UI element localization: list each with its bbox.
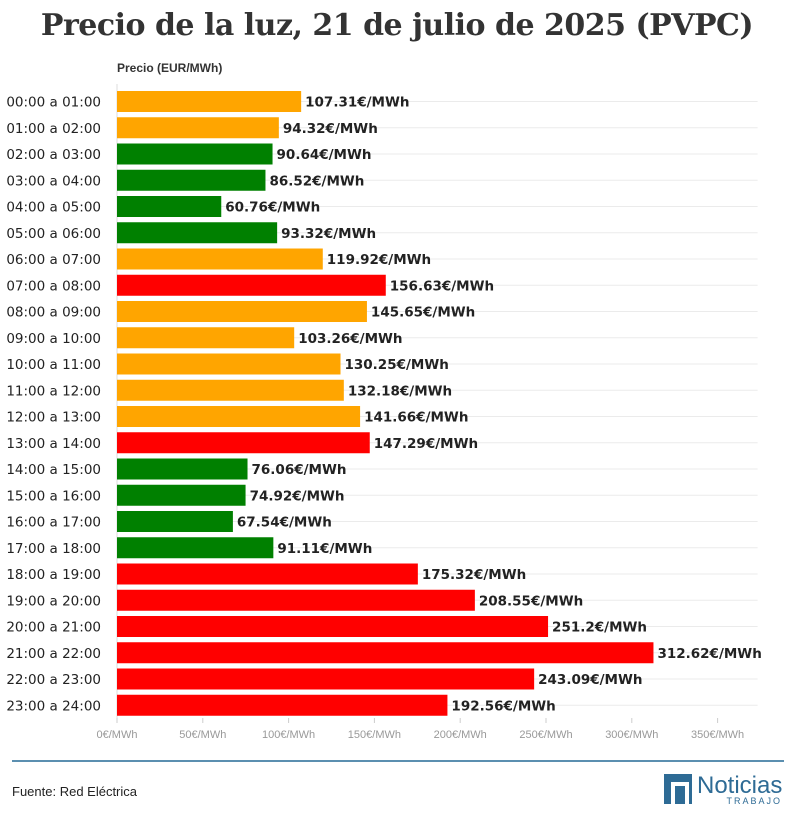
bar [117,458,248,480]
category-label: 04:00 a 05:00 [6,200,101,216]
value-label: 243.09€/MWh [538,672,642,688]
bar [117,537,274,559]
value-label: 91.11€/MWh [277,541,372,557]
logo-subtitle: TRABAJO [726,796,782,806]
value-label: 141.66€/MWh [364,410,468,426]
category-label: 03:00 a 04:00 [6,173,101,189]
bar [117,196,222,217]
category-label: 22:00 a 23:00 [6,672,101,688]
bar [117,327,295,349]
value-label: 90.64€/MWh [277,147,372,163]
x-axis-ticks: 0€/MWh 50€/MWh 100€/MWh 150€/MWh 200€/MWh 250… [97,718,744,741]
value-label: 132.18€/MWh [348,383,452,399]
category-label: 13:00 a 14:00 [6,436,101,452]
category-label: 06:00 a 07:00 [6,252,101,268]
bar [117,353,341,375]
bar [117,668,535,690]
bar [117,222,278,244]
category-label: 14:00 a 15:00 [6,462,101,478]
category-label: 08:00 a 09:00 [6,305,101,321]
logo-n-icon [664,774,692,808]
category-label: 11:00 a 12:00 [6,383,101,399]
value-labels: 107.31€/MWh 94.32€/MWh 90.64€/MWh 86.52€/MW… [225,95,762,715]
category-label: 01:00 a 02:00 [6,121,101,137]
bar-chart: 00:00 a 01:00 01:00 a 02:00 02:00 a 03:00 0… [6,84,762,741]
bar [117,117,279,139]
value-label: 103.26€/MWh [298,331,402,347]
x-tick-label: 250€/MWh [519,729,572,741]
category-label: 19:00 a 20:00 [6,593,101,609]
logo-name: Noticias [697,772,783,799]
category-label: 09:00 a 10:00 [6,331,101,347]
bar [117,484,246,506]
category-label: 00:00 a 01:00 [6,95,101,111]
category-label: 07:00 a 08:00 [6,278,101,294]
category-label: 23:00 a 24:00 [6,698,101,714]
source-note: Fuente: Red Eléctrica [12,784,138,799]
value-label: 192.56€/MWh [451,698,555,714]
brand-logo: Noticias TRABAJO [664,772,786,808]
value-label: 175.32€/MWh [422,567,526,583]
bar [117,379,344,401]
bar [117,301,367,322]
category-label: 18:00 a 19:00 [6,567,101,583]
bar [117,511,233,532]
category-label: 17:00 a 18:00 [6,541,101,557]
category-label: 10:00 a 11:00 [6,357,101,373]
bar [117,432,370,454]
category-label: 15:00 a 16:00 [6,488,101,504]
bar [117,143,273,165]
bar [117,169,266,191]
chart-title: Precio de la luz, 21 de julio de 2025 (P… [40,8,754,43]
value-label: 60.76€/MWh [225,200,320,216]
bar [117,616,549,637]
x-tick-label: 100€/MWh [262,729,315,741]
category-label: 12:00 a 13:00 [6,410,101,426]
bar [117,589,475,611]
x-tick-label: 150€/MWh [348,729,401,741]
value-label: 208.55€/MWh [479,593,583,609]
category-labels: 00:00 a 01:00 01:00 a 02:00 02:00 a 03:00 0… [6,95,101,715]
value-label: 147.29€/MWh [374,436,478,452]
bars [117,91,654,716]
category-label: 21:00 a 22:00 [6,646,101,662]
bar [117,563,418,585]
category-label: 05:00 a 06:00 [6,226,101,242]
category-label: 02:00 a 03:00 [6,147,101,163]
bar [117,406,361,427]
value-label: 145.65€/MWh [371,305,475,321]
x-tick-label: 50€/MWh [179,729,226,741]
value-label: 94.32€/MWh [283,121,378,137]
value-label: 93.32€/MWh [281,226,376,242]
value-label: 67.54€/MWh [237,515,332,531]
x-tick-label: 0€/MWh [97,729,138,741]
bar [117,274,386,296]
value-label: 74.92€/MWh [250,488,345,504]
value-label: 312.62€/MWh [657,646,761,662]
bar [117,248,323,270]
bar [117,91,302,112]
footer-divider [12,760,784,762]
bar [117,694,448,716]
bar [117,642,654,664]
value-label: 107.31€/MWh [305,95,409,111]
axis-title: Precio (EUR/MWh) [117,61,223,75]
x-tick-label: 350€/MWh [691,729,744,741]
value-label: 130.25€/MWh [345,357,449,373]
x-tick-label: 200€/MWh [434,729,487,741]
value-label: 156.63€/MWh [390,278,494,294]
x-tick-label: 300€/MWh [605,729,658,741]
value-label: 76.06€/MWh [252,462,347,478]
category-label: 20:00 a 21:00 [6,620,101,636]
category-label: 16:00 a 17:00 [6,515,101,531]
value-label: 119.92€/MWh [327,252,431,268]
value-label: 251.2€/MWh [552,620,647,636]
value-label: 86.52€/MWh [269,173,364,189]
